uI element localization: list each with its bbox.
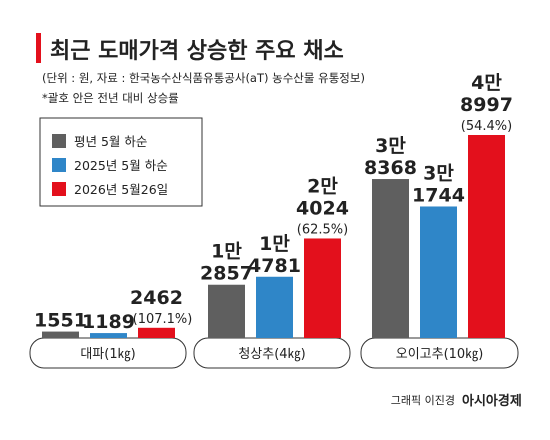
value-label: 2462 — [130, 287, 183, 309]
credit: 그래픽 이진경 — [391, 394, 455, 407]
value-label: 3만 1744 — [412, 162, 465, 206]
bar — [256, 276, 293, 338]
legend-label: 평년 5월 하순 — [74, 134, 147, 149]
legend-label: 2026년 5월26일 — [74, 182, 168, 197]
bar — [468, 135, 505, 338]
legend-swatch — [52, 182, 66, 196]
legend-label: 2025년 5월 하순 — [74, 158, 168, 173]
change-label: (54.4%) — [461, 119, 512, 134]
value-label: 1만 2857 — [200, 241, 253, 285]
x-tick-label: 대파(1㎏) — [80, 347, 135, 362]
bar — [208, 284, 245, 338]
change-label: (107.1%) — [133, 312, 193, 327]
publisher: 아시아경제 — [462, 393, 522, 409]
value-label: 2만 4024 — [296, 175, 349, 219]
subtitle: (단위 : 원, 자료 : 한국농수산식품유통공사(aT) 농수산물 유통정보) — [42, 71, 365, 85]
value-label: 4만 8997 — [460, 72, 513, 116]
bar — [90, 333, 127, 338]
legend-swatch — [52, 134, 66, 148]
bar — [138, 327, 175, 338]
chart-title: 최근 도매가격 상승한 주요 채소 — [50, 39, 344, 64]
value-label: 3만 8368 — [364, 135, 417, 179]
title-accent — [36, 33, 41, 63]
note: *괄호 안은 전년 대비 상승률 — [42, 91, 179, 105]
bar — [372, 179, 409, 338]
bar — [304, 238, 341, 338]
x-tick-label: 오이고추(10㎏) — [396, 347, 484, 362]
value-label: 1189 — [82, 311, 135, 333]
x-tick-label: 청상추(4㎏) — [238, 347, 305, 362]
value-label: 1만 4781 — [248, 233, 301, 277]
bar — [42, 331, 79, 338]
value-label: 1551 — [34, 310, 87, 332]
change-label: (62.5%) — [297, 222, 348, 237]
bar — [420, 206, 457, 338]
legend-swatch — [52, 158, 66, 172]
legend-box — [39, 117, 203, 207]
